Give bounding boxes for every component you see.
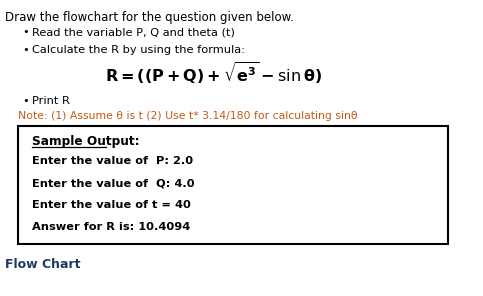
FancyBboxPatch shape xyxy=(18,126,448,244)
Text: Calculate the R by using the formula:: Calculate the R by using the formula: xyxy=(32,45,245,55)
Text: Enter the value of  Q: 4.0: Enter the value of Q: 4.0 xyxy=(32,178,195,188)
Text: Draw the flowchart for the question given below.: Draw the flowchart for the question give… xyxy=(5,11,294,24)
Text: Answer for R is: 10.4094: Answer for R is: 10.4094 xyxy=(32,222,190,232)
Text: •: • xyxy=(22,96,29,106)
Text: •: • xyxy=(22,27,29,37)
Text: Read the variable P, Q and theta (t): Read the variable P, Q and theta (t) xyxy=(32,27,235,37)
Text: •: • xyxy=(22,45,29,55)
Text: Enter the value of  P: 2.0: Enter the value of P: 2.0 xyxy=(32,156,193,166)
Text: Note: (1) Assume θ is t (2) Use t* 3.14/180 for calculating sinθ: Note: (1) Assume θ is t (2) Use t* 3.14/… xyxy=(18,111,357,121)
Text: Enter the value of t = 40: Enter the value of t = 40 xyxy=(32,200,191,210)
Text: Flow Chart: Flow Chart xyxy=(5,258,81,271)
Text: $\mathbf{R = ((P+Q) + \sqrt{e^3} - \sin\theta)}$: $\mathbf{R = ((P+Q) + \sqrt{e^3} - \sin\… xyxy=(105,60,322,86)
Text: Print R: Print R xyxy=(32,96,70,106)
Text: Sample Output:: Sample Output: xyxy=(32,135,140,148)
